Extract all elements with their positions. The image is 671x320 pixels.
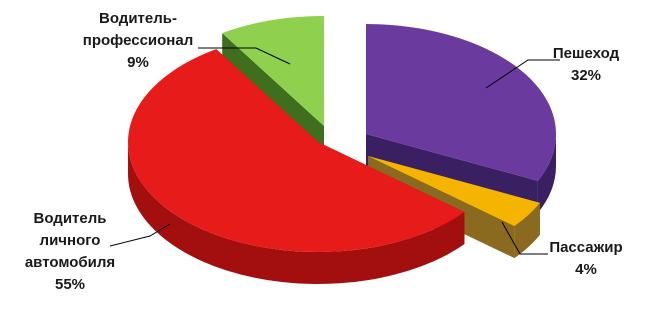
pie-labels: Пешеход 32% Пассажир 4% Водитель личного автом… — [25, 10, 623, 293]
slice-label: Пешеход 32% — [553, 45, 620, 84]
leader-line — [109, 223, 171, 247]
pie-slice-side — [514, 202, 540, 259]
pie-slice-top — [368, 156, 540, 227]
slice-name: личного — [40, 232, 101, 249]
slice-name: Водитель — [34, 210, 107, 227]
pie-slice-side — [537, 134, 557, 213]
leader-line — [485, 59, 560, 89]
leader-line — [198, 47, 291, 65]
slice-label: Пассажир 4% — [549, 239, 622, 278]
pie-slices — [128, 15, 557, 285]
slice-name: Пешеход — [553, 45, 620, 62]
slice-name: профессионал — [83, 32, 193, 49]
slice-percent: 55% — [55, 276, 85, 293]
slice-label: Водитель личного автомобиля 55% — [25, 210, 115, 293]
slice-percent: 32% — [571, 67, 601, 84]
slice-name: Пассажир — [549, 239, 622, 256]
slice-percent: 9% — [127, 54, 149, 71]
pie-slice-top — [366, 24, 556, 181]
pie-slice-side — [128, 142, 465, 285]
pie-slice — [128, 49, 465, 285]
pie-slice-top — [128, 49, 465, 252]
slice-name: Водитель- — [99, 10, 177, 27]
slice-name: автомобиля — [25, 254, 115, 271]
leader-line — [501, 221, 548, 255]
slice-percent: 4% — [575, 261, 597, 278]
slice-label: Водитель-профессионал 9% — [83, 10, 193, 71]
pie-slice-top — [222, 15, 324, 126]
